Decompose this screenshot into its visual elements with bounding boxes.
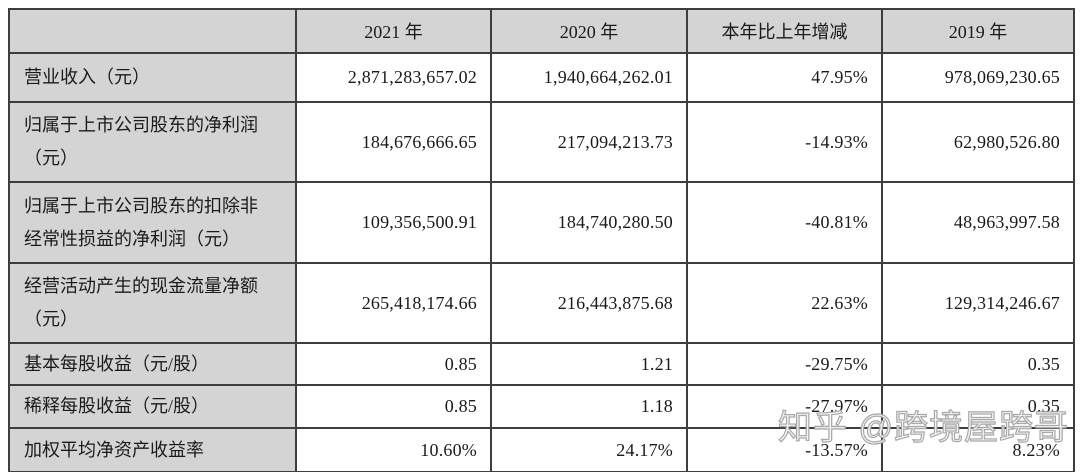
value-cell: 0.85 xyxy=(295,384,492,429)
value-cell: 0.35 xyxy=(881,342,1075,386)
row-label-cell: 加权平均净资产收益率 xyxy=(8,427,297,472)
value-cell: 10.60% xyxy=(295,427,492,472)
value-cell: 129,314,246.67 xyxy=(881,262,1075,344)
value-cell: -27.97% xyxy=(686,384,883,429)
value-cell: 184,740,280.50 xyxy=(490,181,688,264)
row-label-cell: 归属于上市公司股东的扣除非经常性损益的净利润（元） xyxy=(8,181,297,264)
value-cell: 0.85 xyxy=(295,342,492,386)
row-label-cell: 归属于上市公司股东的净利润（元） xyxy=(8,101,297,183)
corner-header-cell xyxy=(8,8,297,54)
value-cell: 0.35 xyxy=(881,384,1075,429)
financial-summary-table: 2021 年 2020 年本年比上年增减 2019 年 营业收入（元） 2,871,2… xyxy=(8,8,1075,472)
value-cell: 1,940,664,262.01 xyxy=(490,52,688,103)
value-cell: 62,980,526.80 xyxy=(881,101,1075,183)
value-cell: 1.21 xyxy=(490,342,688,386)
value-cell: 184,676,666.65 xyxy=(295,101,492,183)
row-label-cell: 稀释每股收益（元/股） xyxy=(8,384,297,429)
value-cell: -13.57% xyxy=(686,427,883,472)
column-header: 2021 年 xyxy=(295,8,492,54)
table-row: 营业收入（元） 2,871,283,657.02 1,940,664,262.01 4… xyxy=(8,52,1075,103)
table-row: 归属于上市公司股东的扣除非经常性损益的净利润（元） 109,356,500.91 1… xyxy=(8,181,1075,264)
row-label-cell: 基本每股收益（元/股） xyxy=(8,342,297,386)
table-row: 基本每股收益（元/股） 0.85 1.21 -29.75% 0.35 xyxy=(8,342,1075,386)
value-cell: 8.23% xyxy=(881,427,1075,472)
table-row: 加权平均净资产收益率 10.60% 24.17% -13.57% 8.23% xyxy=(8,427,1075,472)
value-cell: 47.95% xyxy=(686,52,883,103)
value-cell: 217,094,213.73 xyxy=(490,101,688,183)
row-label-cell: 营业收入（元） xyxy=(8,52,297,103)
value-cell: 109,356,500.91 xyxy=(295,181,492,264)
value-cell: 978,069,230.65 xyxy=(881,52,1075,103)
column-header: 本年比上年增减 xyxy=(686,8,883,54)
table-row: 经营活动产生的现金流量净额（元） 265,418,174.66 216,443,87… xyxy=(8,262,1075,344)
value-cell: 48,963,997.58 xyxy=(881,181,1075,264)
column-header: 2020 年 xyxy=(490,8,688,54)
table-row: 归属于上市公司股东的净利润（元） 184,676,666.65 217,094,21… xyxy=(8,101,1075,183)
value-cell: -14.93% xyxy=(686,101,883,183)
value-cell: 216,443,875.68 xyxy=(490,262,688,344)
value-cell: 1.18 xyxy=(490,384,688,429)
value-cell: 265,418,174.66 xyxy=(295,262,492,344)
column-header: 2019 年 xyxy=(881,8,1075,54)
table-row: 稀释每股收益（元/股） 0.85 1.18 -27.97% 0.35 xyxy=(8,384,1075,429)
value-cell: 22.63% xyxy=(686,262,883,344)
value-cell: 24.17% xyxy=(490,427,688,472)
value-cell: -29.75% xyxy=(686,342,883,386)
value-cell: 2,871,283,657.02 xyxy=(295,52,492,103)
row-label-cell: 经营活动产生的现金流量净额（元） xyxy=(8,262,297,344)
value-cell: -40.81% xyxy=(686,181,883,264)
header-row: 2021 年 2020 年本年比上年增减 2019 年 xyxy=(8,8,1075,54)
